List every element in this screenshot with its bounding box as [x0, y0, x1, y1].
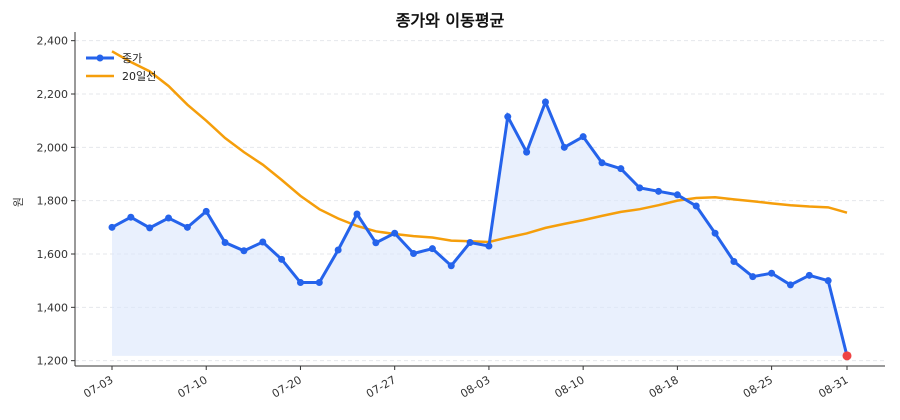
x-tick-label: 08-18: [647, 373, 681, 400]
close-area-fill: [112, 102, 847, 356]
close-point: [579, 133, 587, 141]
y-tick-label: 1,200: [37, 355, 69, 368]
close-point: [410, 249, 418, 257]
y-tick-label: 2,000: [37, 141, 69, 154]
x-tick-label: 08-31: [816, 373, 850, 400]
close-point: [617, 165, 625, 173]
close-point: [315, 279, 323, 287]
close-point: [636, 184, 644, 192]
close-point: [165, 214, 173, 222]
x-tick-label: 08-03: [458, 373, 492, 400]
y-tick-label: 2,400: [37, 35, 69, 48]
y-tick-label: 1,400: [37, 301, 69, 314]
close-point: [127, 213, 135, 221]
close-point: [711, 229, 719, 237]
x-tick-label: 07-10: [176, 373, 210, 400]
y-tick-label: 1,800: [37, 195, 69, 208]
close-point: [730, 257, 738, 265]
close-point: [447, 262, 455, 270]
legend-marker-close: [96, 54, 104, 62]
close-line: [111, 97, 849, 357]
close-point: [466, 239, 474, 247]
close-point: [334, 246, 342, 254]
close-point: [673, 191, 681, 199]
legend-label-ma20: 20일선: [122, 69, 156, 83]
x-tick-label: 08-25: [741, 373, 775, 400]
close-point: [786, 281, 794, 289]
close-point: [372, 239, 380, 247]
close-point: [655, 187, 663, 195]
close-point: [428, 245, 436, 253]
close-point: [183, 223, 191, 231]
close-point: [296, 279, 304, 287]
close-point: [221, 239, 229, 247]
close-point: [146, 224, 154, 232]
x-tick-label: 07-20: [270, 373, 304, 400]
y-axis-title: 원: [12, 197, 25, 207]
close-point: [504, 113, 512, 121]
close-point: [108, 223, 116, 231]
ma20-line: [111, 50, 848, 244]
close-point: [391, 229, 399, 237]
close-point: [598, 159, 606, 167]
y-tick-label: 1,600: [37, 248, 69, 261]
x-tick-label: 07-27: [364, 373, 398, 400]
close-point: [768, 269, 776, 277]
close-point: [560, 143, 568, 151]
close-point: [278, 255, 286, 263]
close-point: [805, 271, 813, 279]
close-point: [259, 238, 267, 246]
close-point: [523, 148, 531, 156]
x-tick-label: 08-10: [552, 373, 586, 400]
close-point: [749, 273, 757, 281]
close-point: [202, 207, 210, 215]
close-point: [692, 202, 700, 210]
y-tick-label: 2,200: [37, 88, 69, 101]
close-point: [541, 98, 549, 106]
chart-title: 종가와 이동평균: [396, 11, 505, 30]
close-last-point: [842, 351, 852, 361]
close-point: [824, 277, 832, 285]
close-point: [353, 210, 361, 218]
legend-label-close: 종가: [122, 52, 142, 65]
close-point: [485, 242, 493, 250]
x-tick-label: 07-03: [81, 373, 115, 400]
close-point: [240, 247, 248, 255]
